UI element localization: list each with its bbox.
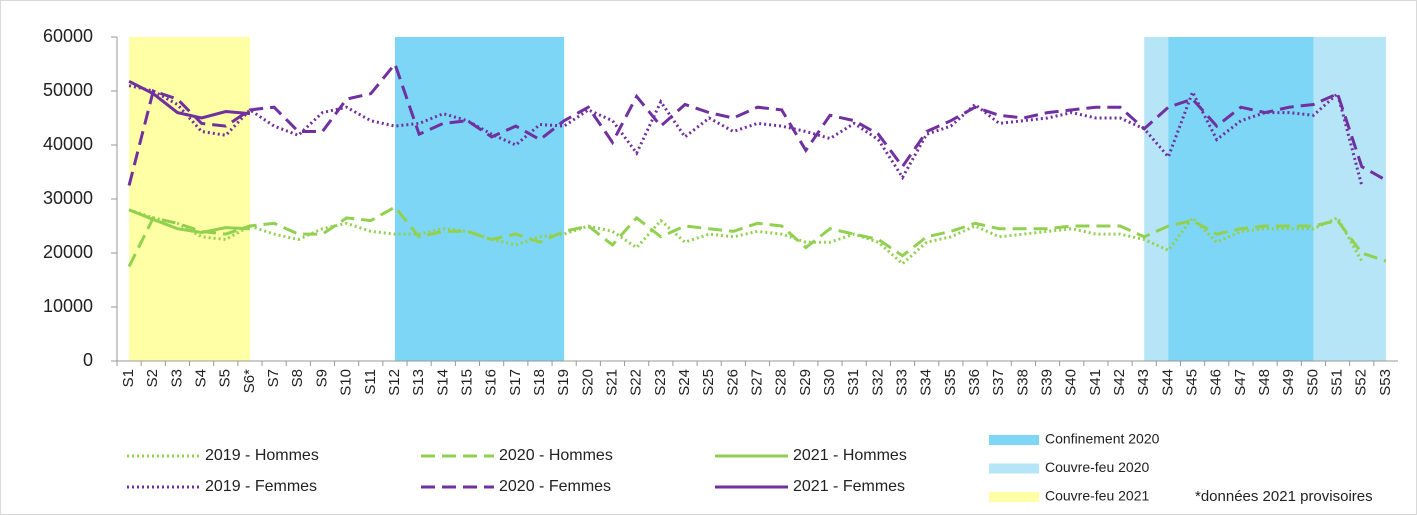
x-tick-label: S24	[676, 369, 693, 396]
x-tick-label: S30	[821, 369, 838, 396]
x-tick-label: S2	[144, 369, 161, 387]
series-line	[128, 84, 1364, 186]
x-tick-label: S12	[386, 369, 403, 396]
x-tick-label: S45	[1184, 369, 1201, 396]
legend-label: 2020 - Hommes	[499, 447, 613, 464]
x-tick-label: S19	[555, 369, 572, 396]
y-tick-label: 30000	[43, 188, 93, 208]
x-tick-label: S16	[483, 369, 500, 396]
x-tick-label: S1	[120, 369, 137, 387]
legend-swatch	[989, 463, 1039, 474]
y-tick-label: 40000	[43, 134, 93, 154]
x-tick-label: S14	[434, 369, 451, 396]
x-tick-label: S9	[313, 369, 330, 387]
x-tick-label: S6*	[241, 369, 258, 393]
x-tick-label: S50	[1304, 369, 1321, 396]
x-tick-label: S44	[1159, 369, 1176, 396]
x-tick-label: S22	[628, 369, 645, 396]
x-tick-label: S48	[1256, 369, 1273, 396]
x-tick-label: S46	[1208, 369, 1225, 396]
x-tick-label: S15	[458, 369, 475, 396]
x-tick-label: S4	[193, 369, 210, 387]
legend-label: 2021 - Femmes	[793, 478, 905, 495]
x-tick-label: S38	[1014, 369, 1031, 396]
x-tick-label: S53	[1377, 369, 1394, 396]
x-tick-label: S25	[700, 369, 717, 396]
legend-swatch	[989, 492, 1039, 502]
x-tick-label: S47	[1232, 369, 1249, 396]
x-tick-label: S42	[1111, 369, 1128, 396]
legend-label: 2019 - Hommes	[205, 447, 319, 464]
x-tick-label: S8	[289, 369, 306, 387]
series-line	[128, 79, 251, 120]
x-tick-label: S51	[1329, 369, 1346, 396]
x-tick-label: S10	[338, 369, 355, 396]
period-band	[129, 37, 250, 361]
x-tick-label: S7	[265, 369, 282, 387]
footnote: *données 2021 provisoires	[1195, 488, 1373, 505]
x-tick-label: S31	[845, 369, 862, 396]
legend-label: Confinement 2020	[1045, 431, 1160, 447]
x-tick-label: S17	[507, 369, 524, 396]
x-tick-label: S52	[1353, 369, 1370, 396]
x-tick-label: S27	[748, 369, 765, 396]
legend-label: 2020 - Femmes	[499, 478, 611, 495]
x-tick-label: S39	[1039, 369, 1056, 396]
x-tick-label: S3	[168, 369, 185, 387]
x-tick-label: S40	[1063, 369, 1080, 396]
x-tick-label: S49	[1280, 369, 1297, 396]
x-tick-label: S5	[217, 369, 234, 387]
y-tick-label: 10000	[43, 296, 93, 316]
y-tick-label: 20000	[43, 242, 93, 262]
x-tick-label: S21	[603, 369, 620, 396]
x-tick-label: S36	[966, 369, 983, 396]
x-tick-label: S34	[918, 369, 935, 396]
series-line	[127, 205, 1387, 268]
series-line	[128, 208, 251, 235]
x-tick-label: S13	[410, 369, 427, 396]
x-tick-label: S28	[773, 369, 790, 396]
series-line	[127, 60, 1387, 186]
legend-label: Couvre-feu 2021	[1045, 488, 1150, 504]
x-tick-label: S41	[1087, 369, 1104, 396]
period-band	[1168, 37, 1314, 361]
x-tick-label: S11	[362, 369, 379, 395]
x-tick-label: S20	[579, 369, 596, 396]
legend-label: 2021 - Hommes	[793, 447, 907, 464]
x-tick-label: S29	[797, 369, 814, 396]
y-tick-label: 60000	[43, 26, 93, 46]
x-tick-label: S33	[893, 369, 910, 396]
y-tick-label: 50000	[43, 80, 93, 100]
y-tick-label: 0	[83, 350, 93, 370]
legend-label: 2019 - Femmes	[205, 478, 317, 495]
legend-label: Couvre-feu 2020	[1045, 459, 1150, 475]
legend-swatch	[989, 435, 1039, 445]
x-tick-label: S32	[869, 369, 886, 396]
x-tick-label: S37	[990, 369, 1007, 396]
x-tick-label: S35	[942, 369, 959, 396]
x-tick-label: S26	[724, 369, 741, 396]
period-band	[394, 37, 565, 361]
x-tick-label: S43	[1135, 369, 1152, 396]
x-tick-label: S23	[652, 369, 669, 396]
x-tick-label: S18	[531, 369, 548, 396]
